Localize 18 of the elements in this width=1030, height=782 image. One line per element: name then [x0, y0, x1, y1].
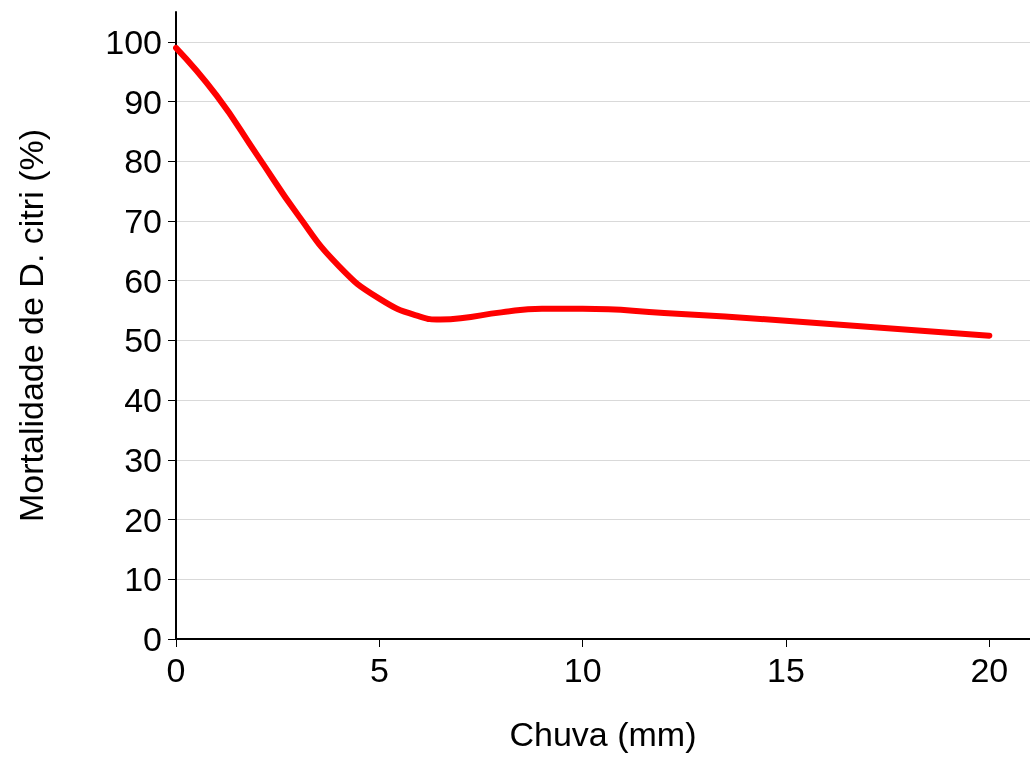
y-axis-title: Mortalidade de D. citri (%) — [12, 128, 50, 523]
y-tick-label: 60 — [124, 261, 162, 300]
y-tick-label: 70 — [124, 202, 162, 240]
y-tick-label: 20 — [124, 500, 162, 539]
x-axis-title: Chuva (mm) — [509, 715, 697, 753]
y-tick-label: 50 — [124, 321, 162, 360]
x-tick-label: 5 — [369, 651, 389, 689]
y-tick-label: 30 — [124, 440, 162, 479]
x-tick-label: 20 — [970, 651, 1009, 689]
x-tick-label: 15 — [767, 651, 805, 689]
y-tick-label: 80 — [124, 142, 162, 181]
y-tick-label: 40 — [124, 381, 162, 420]
y-tick-label: 10 — [124, 560, 162, 599]
x-tick-label: 0 — [166, 651, 186, 689]
y-tick-label: 0 — [143, 620, 162, 658]
y-tick-label: 90 — [124, 82, 162, 121]
y-tick-label: 100 — [105, 22, 162, 61]
x-tick-label: 10 — [563, 651, 602, 689]
